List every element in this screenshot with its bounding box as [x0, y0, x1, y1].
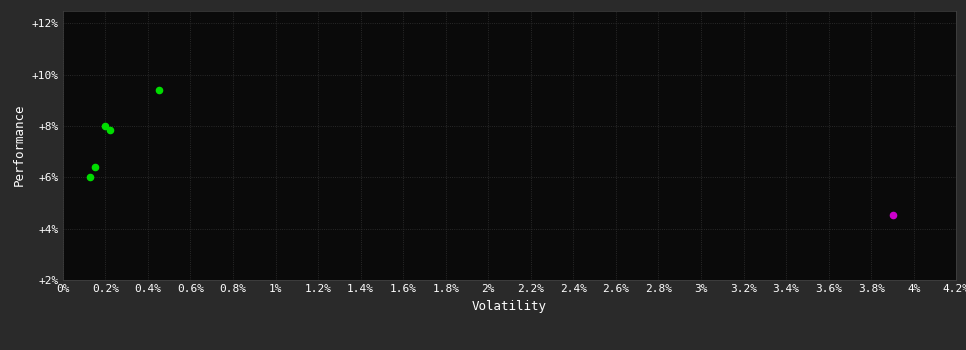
Point — [87, 164, 102, 170]
Point — [101, 127, 117, 133]
Point — [151, 87, 166, 92]
X-axis label: Volatility: Volatility — [472, 300, 547, 313]
Y-axis label: Performance: Performance — [14, 104, 26, 187]
Point — [83, 175, 99, 180]
Point — [885, 212, 900, 217]
Point — [98, 123, 113, 129]
